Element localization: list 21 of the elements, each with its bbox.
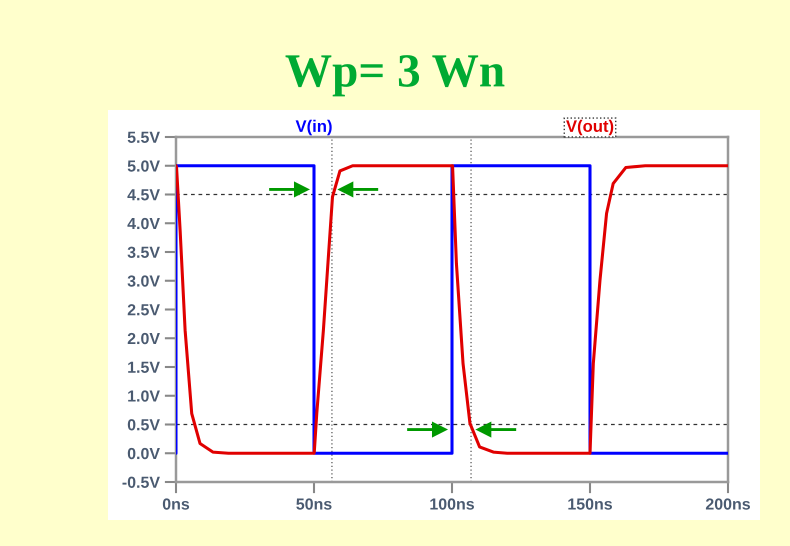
y-tick-label: -0.5V xyxy=(122,476,160,488)
y-tick-label: 1.5V xyxy=(128,362,160,373)
series-label: V(in) xyxy=(296,120,332,136)
chart-title: Wp= 3 Wn xyxy=(286,55,504,96)
x-tick-label: 0ns xyxy=(162,498,190,510)
x-tick-label: 50ns xyxy=(296,498,332,510)
y-tick-label: 4.0V xyxy=(127,218,160,230)
y-tick-label: 5.0V xyxy=(128,160,160,172)
y-tick-label: 0.0V xyxy=(128,448,160,460)
y-tick-label: 3.5V xyxy=(128,246,160,258)
x-tick-label: 150ns xyxy=(568,498,612,510)
y-tick-label: 0.5V xyxy=(128,419,160,430)
text: V(out) xyxy=(566,120,614,136)
x-tick-label: 200ns xyxy=(706,498,750,510)
y-tick-label: 1.0V xyxy=(128,390,160,402)
x-tick-label: 100ns xyxy=(430,498,474,510)
y-tick-label: 2.5V xyxy=(128,304,160,316)
y-tick-label: 5.5V xyxy=(128,132,160,143)
y-tick-label: 2.0V xyxy=(128,332,160,344)
y-tick-label: 3.0V xyxy=(128,275,160,287)
y-tick-label: 4.5V xyxy=(127,189,160,200)
